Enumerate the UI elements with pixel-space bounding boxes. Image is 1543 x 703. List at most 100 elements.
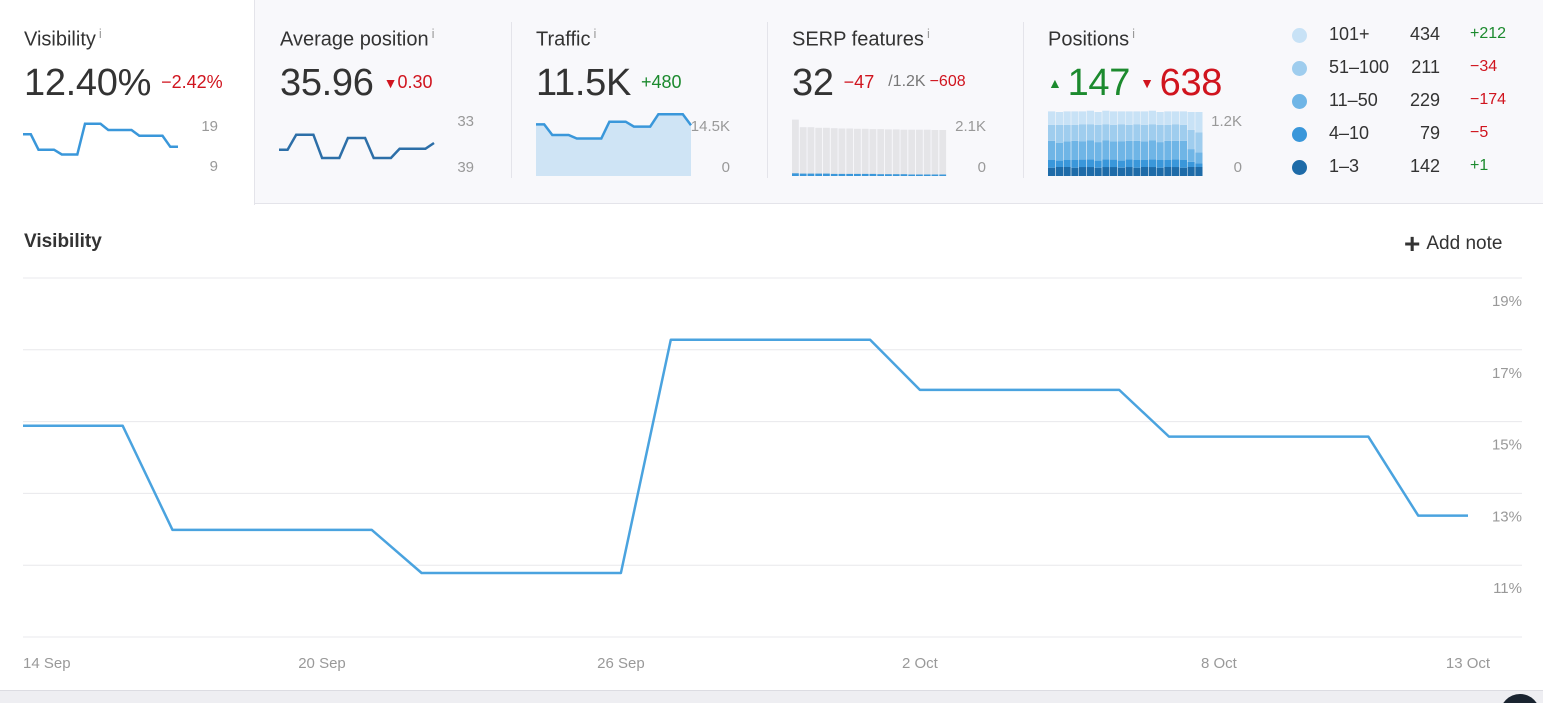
metric-delta: +480 — [641, 72, 682, 92]
positions-bar-segment — [1071, 160, 1079, 168]
legend-row[interactable]: 1–3 142 +1 — [1288, 156, 1528, 180]
average-position-card[interactable]: Average position i 35.96 ▼0.30 33 39 — [256, 0, 512, 204]
positions-bar-segment — [1195, 112, 1203, 133]
legend-count: 434 — [1409, 24, 1440, 44]
positions-bar-segment — [1110, 124, 1118, 142]
serp-bar-highlight — [931, 174, 939, 176]
visibility-line-chart[interactable]: 19% 17% 15% 13% 11% 14 Sep 20 Sep 26 Sep 2 Oct 8 … — [0, 270, 1543, 688]
plus-icon: + — [1404, 228, 1421, 259]
positions-bar-segment — [1187, 161, 1195, 167]
visibility-card[interactable]: Visibility i 12.40% −2.42% 19 9 — [0, 0, 255, 205]
positions-bar-segment — [1187, 167, 1195, 176]
legend-label: 11–50 — [1329, 90, 1378, 110]
metric-value: ▲ 147 ▼ 638 — [1048, 62, 1222, 105]
positions-bar-segment — [1125, 167, 1133, 176]
positions-bar-segment — [1195, 163, 1203, 167]
sparkline-line — [536, 112, 693, 140]
card-title: Positions i — [1048, 26, 1135, 52]
metric-value-text: 11.5K — [536, 62, 631, 104]
traffic-sparkline — [536, 112, 693, 176]
bottom-scroll-strip — [0, 690, 1543, 703]
positions-bar-segment — [1195, 167, 1203, 176]
visibility-series-line[interactable] — [23, 338, 1468, 575]
serp-bar — [892, 129, 900, 176]
positions-card[interactable]: Positions i ▲ 147 ▼ 638 1.2K 0 — [1024, 0, 1284, 204]
serp-features-bars — [792, 119, 947, 176]
metric-value-text: 12.40% — [24, 62, 152, 104]
add-note-button[interactable]: + Add note — [1404, 228, 1502, 260]
positions-bar-segment — [1172, 140, 1180, 160]
positions-bar-segment — [1063, 124, 1071, 142]
traffic-card[interactable]: Traffic i 11.5K +480 14.5K 0 — [512, 0, 768, 204]
positions-bar-segment — [1141, 167, 1149, 176]
chat-widget-icon[interactable] — [1500, 694, 1540, 703]
metric-value: 11.5K +480 — [536, 62, 682, 105]
legend-dot-icon — [1292, 127, 1307, 142]
positions-bar-segment — [1086, 140, 1094, 160]
serp-bar-highlight — [838, 173, 846, 176]
serp-bar — [885, 129, 892, 176]
legend-delta: −34 — [1470, 58, 1498, 75]
info-icon[interactable]: i — [431, 26, 435, 41]
positions-bar-segment — [1079, 159, 1087, 168]
serp-bar-highlight — [815, 173, 823, 176]
positions-bar-segment — [1133, 140, 1141, 160]
metric-value: 12.40% −2.42% — [24, 62, 223, 105]
positions-bar-segment — [1117, 141, 1125, 161]
legend-row[interactable]: 4–10 79 −5 — [1288, 123, 1528, 147]
serp-bar-highlight — [854, 173, 861, 176]
positions-bar-segment — [1079, 111, 1087, 125]
positions-bar-segment — [1156, 167, 1164, 176]
positions-bar-segment — [1071, 140, 1079, 160]
positions-bar-segment — [1117, 124, 1125, 142]
positions-bar-segment — [1048, 124, 1056, 141]
positions-bar-segment — [1156, 124, 1164, 143]
sparkline-area — [536, 114, 691, 176]
positions-bar-segment — [1125, 111, 1133, 125]
serp-bar-highlight — [892, 174, 900, 176]
info-icon[interactable]: i — [593, 26, 597, 41]
serp-bar — [807, 127, 815, 176]
legend-row[interactable]: 11–50 229 −174 — [1288, 90, 1528, 114]
legend-count: 229 — [1409, 90, 1440, 110]
positions-bar-segment — [1055, 112, 1063, 125]
serp-bar — [916, 129, 923, 176]
y-tick-label: 13% — [1492, 508, 1522, 525]
positions-bar-segment — [1133, 167, 1141, 176]
average-position-sparkline — [279, 133, 435, 160]
legend-row[interactable]: 101+ 434 +212 — [1288, 24, 1528, 48]
positions-bar-segment — [1187, 112, 1195, 130]
card-title: Traffic i — [536, 26, 596, 52]
positions-bar-segment — [1179, 160, 1187, 168]
metric-value-text: 32 — [792, 62, 834, 104]
card-title-text: Traffic — [536, 28, 591, 51]
positions-bar-segment — [1133, 111, 1141, 125]
positions-bar-segment — [1156, 142, 1164, 160]
positions-bar-segment — [1086, 159, 1094, 168]
card-divider — [767, 22, 768, 178]
positions-bar-segment — [1148, 124, 1156, 141]
positions-bar-segment — [1195, 152, 1203, 164]
positions-bar-segment — [1110, 159, 1118, 168]
positions-bar-segment — [1148, 140, 1156, 160]
legend-count: 142 — [1409, 156, 1440, 176]
y-tick-label: 19% — [1492, 293, 1522, 310]
positions-bar-segment — [1079, 141, 1087, 160]
positions-down-count: 638 — [1159, 62, 1223, 104]
positions-bar-segment — [1063, 167, 1071, 176]
legend-dot-icon — [1292, 28, 1307, 43]
info-icon[interactable]: i — [926, 26, 930, 41]
x-tick-label: 26 Sep — [597, 655, 645, 672]
serp-bar — [846, 128, 854, 176]
sparkline-axis-bottom: 0 — [1233, 159, 1242, 176]
info-icon[interactable]: i — [98, 26, 102, 41]
positions-bar-segment — [1172, 124, 1180, 141]
serp-features-card[interactable]: SERP features i 32 −47/1.2K −608 2.1K 0 — [768, 0, 1024, 204]
info-icon[interactable]: i — [1132, 26, 1136, 41]
positions-bar-segment — [1055, 142, 1063, 161]
positions-bar-segment — [1141, 124, 1149, 142]
positions-bar-segment — [1110, 111, 1118, 125]
positions-bar-segment — [1094, 160, 1102, 168]
sparkline-axis-top: 19 — [201, 118, 218, 135]
legend-row[interactable]: 51–100 211 −34 — [1288, 57, 1528, 81]
